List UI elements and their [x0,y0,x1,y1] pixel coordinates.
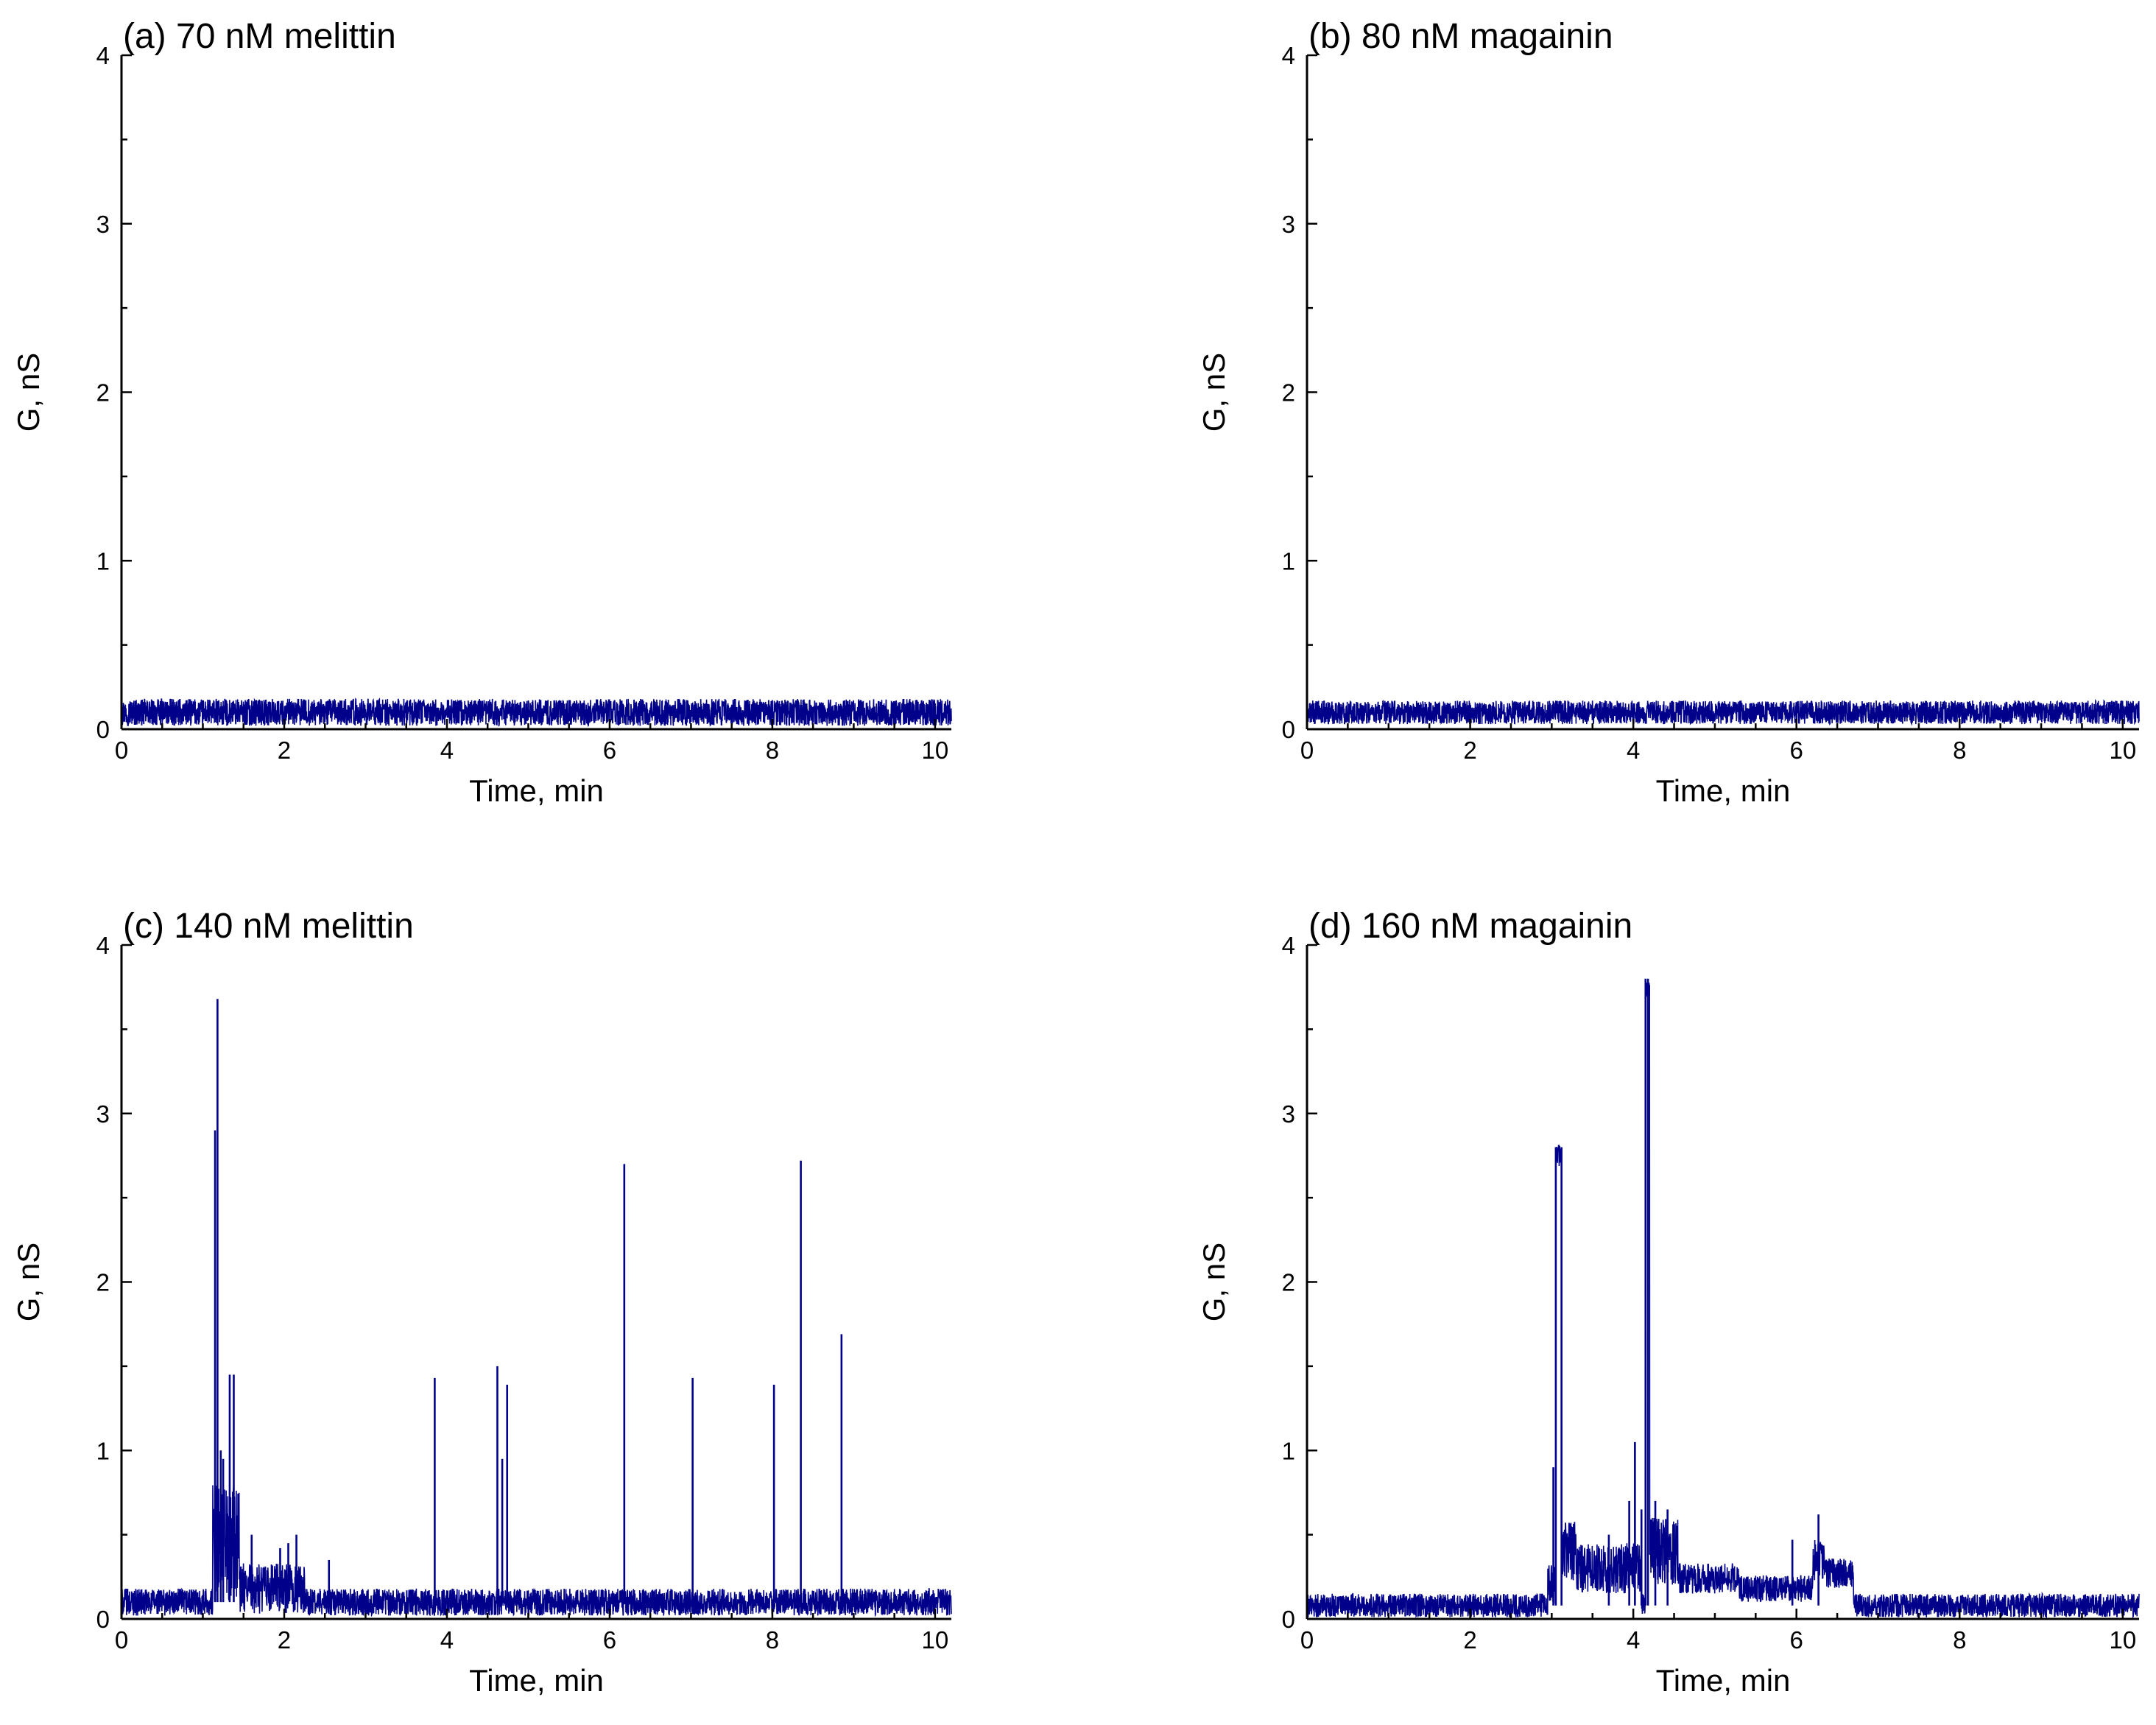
x-tick-label: 4 [440,737,454,764]
y-axis-title: G, nS [1197,353,1231,432]
y-tick-label: 0 [1282,1606,1295,1633]
y-tick-label: 1 [1282,547,1295,575]
y-tick-label: 1 [96,547,110,575]
x-tick-label: 0 [115,1626,128,1654]
y-axis-title: G, nS [11,353,46,432]
x-tick-label: 2 [1463,737,1476,764]
x-tick-label: 8 [766,1626,779,1654]
x-tick-label: 8 [1953,1626,1966,1654]
conductance-trace [121,1485,952,1617]
y-tick-label: 2 [96,1269,110,1296]
x-tick-label: 10 [922,1626,949,1654]
conductance-trace [1306,982,2140,1619]
x-tick-label: 8 [766,737,779,764]
x-axis-title: Time, min [469,773,604,808]
y-axis-title: G, nS [11,1243,46,1321]
y-tick-label: 0 [1282,716,1295,743]
y-tick-label: 3 [96,1100,110,1128]
y-tick-label: 3 [1282,211,1295,238]
x-tick-label: 0 [115,737,128,764]
y-tick-label: 2 [96,379,110,407]
y-tick-label: 4 [1282,932,1295,959]
y-tick-label: 4 [1282,42,1295,69]
y-tick-label: 0 [96,1606,110,1633]
y-tick-label: 4 [96,932,110,959]
y-axis-title: G, nS [1197,1243,1231,1321]
y-tick-label: 3 [96,211,110,238]
panel-title: (a) 70 nM melittin [123,17,396,56]
x-tick-label: 4 [1627,1626,1640,1654]
panel-title: (d) 160 nM magainin [1308,907,1632,946]
panel-title: (c) 140 nM melittin [123,907,414,946]
x-axis-title: Time, min [469,1663,604,1698]
series-conductance [121,999,952,1617]
y-tick-label: 2 [1282,379,1295,407]
series-conductance [1306,699,2140,726]
x-tick-label: 6 [1790,737,1803,764]
panel-c: (c) 140 nM melittin 0 2 4 6 8 10 0 1 2 3 4 Time, min… [11,907,952,1698]
x-tick-label: 4 [440,1626,454,1654]
x-tick-label: 8 [1953,737,1966,764]
y-tick-label: 1 [1282,1437,1295,1464]
x-tick-label: 0 [1300,737,1314,764]
x-axis-title: Time, min [1656,1663,1791,1698]
panel-a: (a) 70 nM melittin 0 2 4 6 8 10 0 1 2 3 4 Time, min G… [11,17,952,808]
series-conductance [121,698,952,727]
x-tick-label: 6 [1790,1626,1803,1654]
panel-title: (b) 80 nM magainin [1308,17,1613,56]
x-tick-label: 10 [922,737,949,764]
y-tick-label: 1 [96,1437,110,1464]
x-tick-label: 4 [1627,737,1640,764]
x-tick-label: 2 [278,1626,291,1654]
y-tick-label: 0 [96,716,110,743]
x-tick-label: 10 [2109,1626,2136,1654]
y-tick-label: 3 [1282,1100,1295,1128]
series-conductance [1306,978,2140,1619]
x-tick-label: 10 [2109,737,2136,764]
x-tick-label: 2 [278,737,291,764]
x-tick-label: 6 [603,1626,616,1654]
y-tick-label: 4 [96,42,110,69]
panel-d: (d) 160 nM magainin 0 2 4 6 8 10 0 1 2 3 4 Time, min… [1197,907,2140,1698]
x-tick-label: 6 [603,737,616,764]
x-tick-label: 2 [1463,1626,1476,1654]
x-axis-title: Time, min [1656,773,1791,808]
conductance-trace [121,698,952,727]
panel-b: (b) 80 nM magainin 0 2 4 6 8 10 0 1 2 3 4 Time, min G… [1197,17,2140,808]
conductance-trace [1306,699,2140,726]
y-tick-label: 2 [1282,1269,1295,1296]
x-tick-label: 0 [1300,1626,1314,1654]
